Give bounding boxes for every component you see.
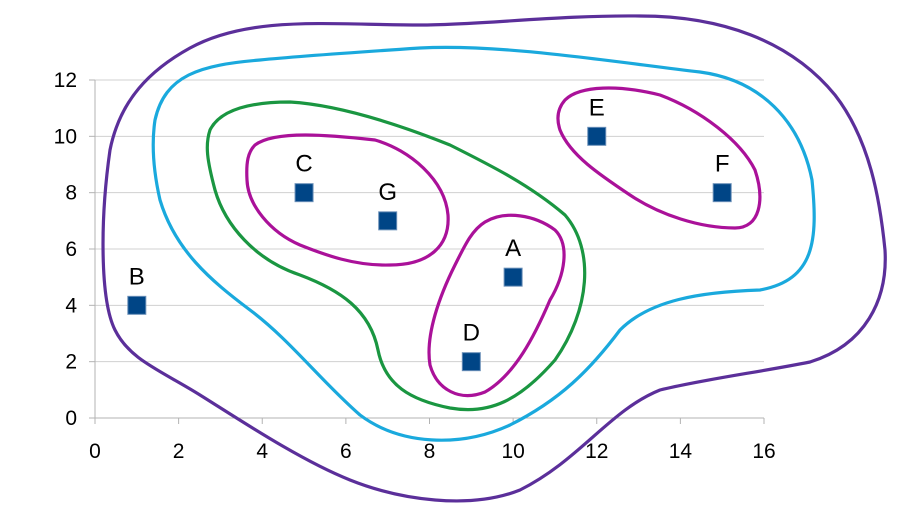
x-tick-label-10: 10 [501,440,524,463]
y-tick-label-6: 6 [65,238,77,261]
y-tick-label-8: 8 [65,182,77,205]
cluster-outline-cg [245,133,450,267]
x-tick-label-6: 6 [340,440,352,463]
point-marker-g [378,211,398,231]
data-point-markers [127,126,732,372]
y-tick-label-2: 2 [65,351,77,374]
point-label-g: G [378,179,397,206]
point-label-d: D [463,320,480,347]
axes [89,79,765,424]
x-tick-label-0: 0 [89,440,101,463]
point-marker-e [587,126,607,146]
cluster-outline-outer [101,14,887,503]
x-tick-label-4: 4 [256,440,268,463]
x-tick-label-12: 12 [585,440,608,463]
point-label-a: A [505,235,521,262]
point-label-e: E [589,94,605,121]
point-label-f: F [715,151,730,178]
y-tick-label-12: 12 [54,69,77,92]
point-marker-a [503,267,523,287]
y-tick-label-0: 0 [65,407,77,430]
cluster-outline-level-2 [205,100,587,412]
y-tick-labels: 0 2 4 6 8 10 12 [54,69,78,430]
horizontal-gridlines [95,79,764,363]
y-tick-label-10: 10 [54,125,77,148]
point-marker-f [712,183,732,203]
point-marker-d [461,352,481,372]
cluster-outlines [101,14,887,503]
data-point-labels: A B C D E F G [129,94,730,346]
x-tick-label-14: 14 [669,440,693,463]
point-marker-c [294,183,314,203]
x-tick-labels: 0 2 4 6 8 10 12 14 16 [89,440,776,463]
x-tick-label-2: 2 [173,440,185,463]
y-tick-label-4: 4 [65,294,77,317]
point-marker-b [127,295,147,315]
cluster-outline-level-3 [151,45,816,442]
cluster-outline-ef [556,86,762,230]
cluster-outline-ad [427,213,566,398]
x-tick-label-16: 16 [752,440,775,463]
x-tick-label-8: 8 [424,440,436,463]
point-label-b: B [129,263,145,290]
point-label-c: C [295,151,312,178]
